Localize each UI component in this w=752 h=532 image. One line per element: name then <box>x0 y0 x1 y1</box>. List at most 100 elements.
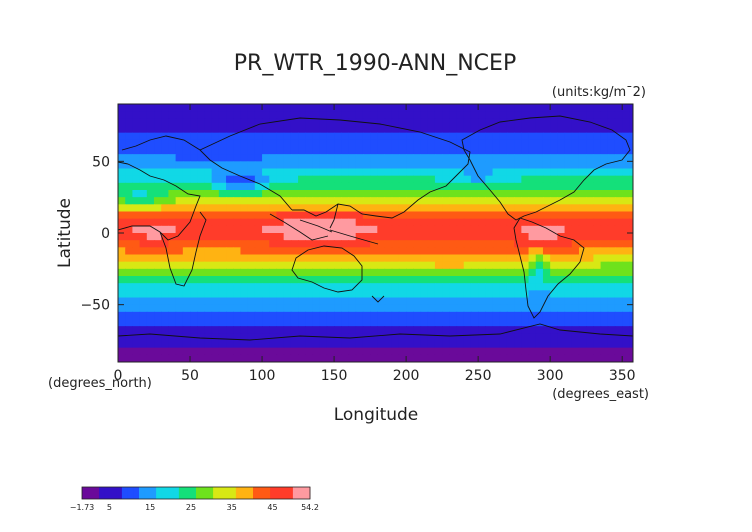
heatmap-cell <box>391 175 400 184</box>
heatmap-cell <box>571 204 580 213</box>
heatmap-cell <box>442 139 450 148</box>
heatmap-cell <box>499 354 508 362</box>
heatmap-cell <box>406 104 414 112</box>
heatmap-cell <box>550 211 558 220</box>
heatmap-cell <box>629 175 633 184</box>
heatmap-cell <box>600 311 609 320</box>
heatmap-cell <box>571 139 580 148</box>
heatmap-cell <box>161 340 170 349</box>
heatmap-cell <box>341 154 350 162</box>
heatmap-cell <box>521 218 530 227</box>
heatmap-cell <box>434 340 443 349</box>
heatmap-cell <box>362 340 371 349</box>
heatmap-cell <box>168 218 177 227</box>
heatmap-cell <box>528 182 537 191</box>
heatmap-cell <box>456 290 465 299</box>
heatmap-cell <box>319 104 328 112</box>
heatmap-cell <box>485 240 494 248</box>
heatmap-cell <box>492 204 501 213</box>
precipitable-water-field <box>118 104 633 362</box>
heatmap-cell <box>542 268 551 277</box>
heatmap-cell <box>290 111 299 119</box>
heatmap-cell <box>528 276 537 284</box>
heatmap-cell <box>550 254 558 263</box>
heatmap-cell <box>211 297 220 306</box>
heatmap-cell <box>319 276 328 284</box>
heatmap-cell <box>413 304 422 313</box>
heatmap-cell <box>391 240 400 248</box>
heatmap-cell <box>362 197 371 205</box>
heatmap-cell <box>276 247 285 256</box>
heatmap-cell <box>485 276 494 284</box>
heatmap-cell <box>607 211 616 220</box>
heatmap-cell <box>334 125 342 134</box>
heatmap-cell <box>168 354 177 362</box>
heatmap-cell <box>182 182 191 191</box>
heatmap-cell <box>233 247 242 256</box>
heatmap-cell <box>211 118 220 127</box>
heatmap-cell <box>499 118 508 127</box>
heatmap-cell <box>146 268 155 277</box>
heatmap-cell <box>218 168 227 177</box>
heatmap-cell <box>420 283 429 291</box>
heatmap-cell <box>146 354 155 362</box>
heatmap-cell <box>298 211 306 220</box>
heatmap-cell <box>420 326 429 334</box>
heatmap-cell <box>125 197 133 205</box>
heatmap-cell <box>586 276 594 284</box>
heatmap-cell <box>434 233 443 241</box>
heatmap-cell <box>564 197 573 205</box>
heatmap-cell <box>614 139 623 148</box>
heatmap-cell <box>629 168 633 177</box>
heatmap-cell <box>254 261 263 270</box>
heatmap-cell <box>384 197 393 205</box>
y-axis-tick-labels: 500−50 <box>80 154 110 313</box>
heatmap-cell <box>226 268 234 277</box>
heatmap-cell <box>600 125 609 134</box>
heatmap-cell <box>384 154 393 162</box>
heatmap-cell <box>334 118 342 127</box>
heatmap-cell <box>168 333 177 342</box>
heatmap-cell <box>197 168 206 177</box>
heatmap-cell <box>269 240 278 248</box>
heatmap-cell <box>614 276 623 284</box>
heatmap-cell <box>175 161 184 170</box>
heatmap-cell <box>154 333 162 342</box>
heatmap-cell <box>226 247 234 256</box>
heatmap-cell <box>607 154 616 162</box>
heatmap-cell <box>341 161 350 170</box>
heatmap-cell <box>521 290 530 299</box>
heatmap-cell <box>406 161 414 170</box>
heatmap-cell <box>326 218 335 227</box>
heatmap-cell <box>312 290 321 299</box>
heatmap-cell <box>211 347 220 356</box>
heatmap-cell <box>211 333 220 342</box>
heatmap-cell <box>442 240 450 248</box>
heatmap-cell <box>485 297 494 306</box>
heatmap-cell <box>125 132 133 141</box>
heatmap-cell <box>528 190 537 198</box>
heatmap-cell <box>607 161 616 170</box>
heatmap-cell <box>622 154 630 162</box>
heatmap-cell <box>622 354 630 362</box>
heatmap-cell <box>118 240 126 248</box>
heatmap-cell <box>269 204 278 213</box>
heatmap-cell <box>586 326 594 334</box>
heatmap-cell <box>197 154 206 162</box>
heatmap-cell <box>377 111 386 119</box>
heatmap-cell <box>593 218 602 227</box>
heatmap-cell <box>506 347 515 356</box>
heatmap-cell <box>240 197 249 205</box>
heatmap-cell <box>125 111 133 119</box>
heatmap-cell <box>506 225 515 234</box>
heatmap-cell <box>607 104 616 112</box>
heatmap-cell <box>470 139 479 148</box>
heatmap-cell <box>600 240 609 248</box>
heatmap-cell <box>550 218 558 227</box>
heatmap-cell <box>319 247 328 256</box>
heatmap-cell <box>377 161 386 170</box>
heatmap-cell <box>218 276 227 284</box>
heatmap-cell <box>600 154 609 162</box>
heatmap-cell <box>578 261 587 270</box>
heatmap-cell <box>449 283 458 291</box>
